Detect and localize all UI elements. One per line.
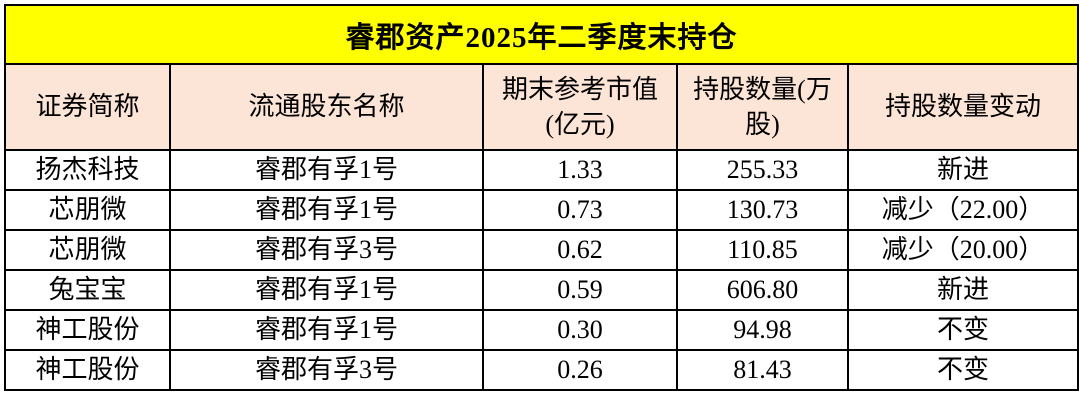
holdings-table: 睿郡资产2025年二季度末持仓 证券简称 流通股东名称 期末参考市值(亿元) 持… [3, 4, 1080, 391]
table-cell: 606.80 [676, 269, 849, 311]
table-cell: 睿郡有孚1号 [169, 189, 484, 231]
table-row: 兔宝宝 睿郡有孚1号 0.59 606.80 新进 [4, 269, 1080, 311]
table-cell: 新进 [846, 149, 1080, 191]
table-cell: 兔宝宝 [4, 269, 171, 311]
table-cell: 110.85 [676, 229, 849, 271]
table-cell: 0.62 [482, 229, 678, 271]
table-row: 芯朋微 睿郡有孚3号 0.62 110.85 减少（20.00） [4, 229, 1080, 271]
table-cell: 神工股份 [4, 309, 171, 351]
table-cell: 睿郡有孚3号 [169, 229, 484, 271]
table-cell: 不变 [846, 309, 1080, 351]
table-cell: 94.98 [676, 309, 849, 351]
header-share-count: 持股数量(万股) [676, 63, 849, 151]
table-cell: 255.33 [676, 149, 849, 191]
table-cell: 扬杰科技 [4, 149, 171, 191]
header-share-change: 持股数量变动 [846, 63, 1080, 151]
table-cell: 0.30 [482, 309, 678, 351]
table-cell: 睿郡有孚1号 [169, 269, 484, 311]
table-cell: 1.33 [482, 149, 678, 191]
title-row: 睿郡资产2025年二季度末持仓 [3, 4, 1080, 65]
table-cell: 睿郡有孚1号 [169, 149, 484, 191]
table-row: 神工股份 睿郡有孚1号 0.30 94.98 不变 [4, 309, 1080, 351]
table-row: 神工股份 睿郡有孚3号 0.26 81.43 不变 [4, 349, 1080, 391]
table-cell: 新进 [846, 269, 1080, 311]
table-cell: 不变 [846, 349, 1080, 391]
table-cell: 睿郡有孚3号 [169, 349, 484, 391]
table-cell: 芯朋微 [4, 189, 171, 231]
table-cell: 睿郡有孚1号 [169, 309, 484, 351]
header-security-name: 证券简称 [4, 63, 171, 151]
table-row: 芯朋微 睿郡有孚1号 0.73 130.73 减少（22.00） [4, 189, 1080, 231]
table-cell: 0.59 [482, 269, 678, 311]
table-body: 扬杰科技 睿郡有孚1号 1.33 255.33 新进 芯朋微 睿郡有孚1号 0.73 130.7… [4, 149, 1080, 391]
header-shareholder-name: 流通股东名称 [169, 63, 484, 151]
table-cell: 0.26 [482, 349, 678, 391]
table-row: 扬杰科技 睿郡有孚1号 1.33 255.33 新进 [4, 149, 1080, 191]
table-cell: 81.43 [676, 349, 849, 391]
table-cell: 0.73 [482, 189, 678, 231]
table-cell: 芯朋微 [4, 229, 171, 271]
header-market-value: 期末参考市值(亿元) [482, 63, 678, 151]
table-cell: 减少（22.00） [846, 189, 1080, 231]
table-cell: 130.73 [676, 189, 849, 231]
header-row: 证券简称 流通股东名称 期末参考市值(亿元) 持股数量(万股) 持股数量变动 [4, 63, 1080, 151]
table-cell: 神工股份 [4, 349, 171, 391]
table-cell: 减少（20.00） [846, 229, 1080, 271]
table-title: 睿郡资产2025年二季度末持仓 [3, 4, 1080, 65]
